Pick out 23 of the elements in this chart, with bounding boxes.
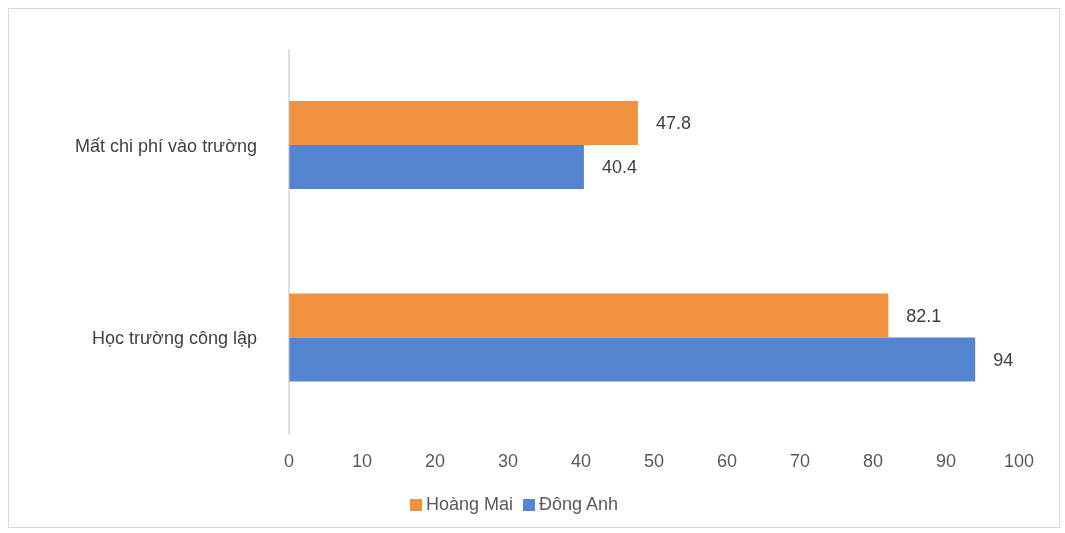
x-tick-label: 70 — [789, 450, 811, 471]
x-tick-label: 90 — [935, 450, 957, 471]
x-tick-label: 0 — [283, 450, 295, 471]
data-label: 94 — [993, 349, 1014, 370]
data-label: 47.8 — [655, 113, 691, 134]
x-tick-label: 30 — [497, 450, 519, 471]
x-tick-label: 10 — [351, 450, 373, 471]
bar — [289, 144, 584, 189]
x-tick-label: 100 — [1003, 450, 1035, 471]
bar — [289, 293, 889, 338]
x-tick-label: 60 — [716, 450, 738, 471]
legend-label: Hoàng Mai — [425, 494, 513, 514]
x-tick-label: 80 — [862, 450, 884, 471]
data-label: 40.4 — [601, 157, 637, 178]
bar — [289, 337, 976, 382]
bar — [289, 100, 638, 145]
y-tick-label: Học trường công lập — [92, 328, 257, 349]
legend-label: Đông Anh — [538, 494, 619, 514]
x-tick-label: 50 — [643, 450, 665, 471]
data-label: 82.1 — [906, 305, 942, 326]
y-tick-label: Mất chi phí vào trường — [75, 135, 257, 156]
x-tick-label: 40 — [570, 450, 592, 471]
x-tick-label: 20 — [424, 450, 446, 471]
